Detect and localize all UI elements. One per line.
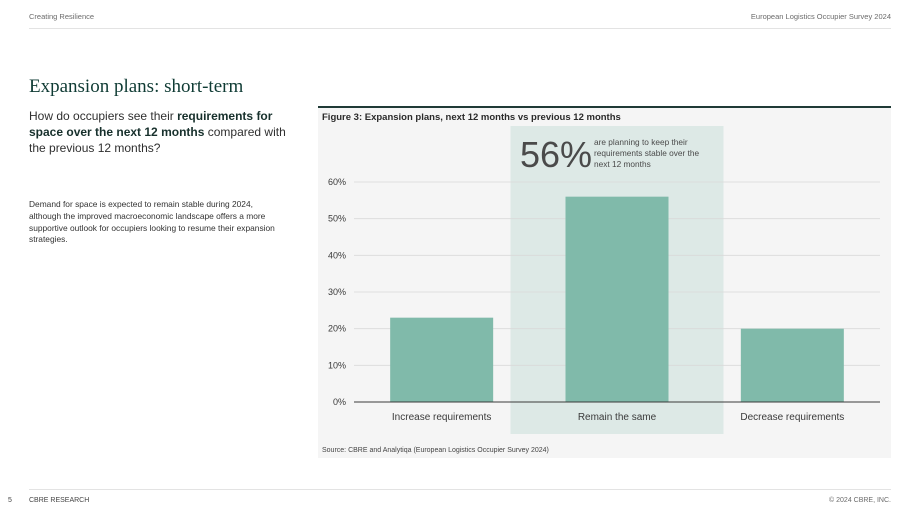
footer-copyright: © 2024 CBRE, INC. (829, 497, 891, 504)
bar-chart: 0% 10% 20% 30% 40% 50% 60% Increase requiremen… (328, 126, 880, 434)
page-title: Expansion plans: short-term (29, 76, 244, 97)
figure-top-rule (318, 106, 891, 108)
page-number: 5 (8, 497, 12, 504)
y-tick-label: 30% (328, 287, 346, 297)
figure-source: Source: CBRE and Analytiqa (European Log… (322, 447, 549, 454)
x-axis-labels: Increase requirements Remain the same Decr… (392, 412, 844, 423)
y-tick-label: 50% (328, 214, 346, 224)
footer-divider (29, 489, 891, 490)
question-part-3: compared with the previous 12 months? (29, 125, 286, 155)
header-section-label: Creating Resilience (29, 12, 95, 21)
header-report-title: European Logistics Occupier Survey 2024 (750, 12, 891, 21)
bars (390, 196, 844, 402)
bar-increase-requirements (390, 317, 494, 402)
key-question: How do occupiers see their requirements … (29, 108, 291, 156)
callout-text: are planning to keep their requirements … (594, 137, 700, 169)
callout-value: 56% (520, 134, 593, 175)
header-divider (29, 28, 891, 29)
bar-remain-the-same (565, 196, 669, 402)
y-axis-ticks: 0% 10% 20% 30% 40% 50% 60% (328, 177, 346, 407)
bar-decrease-requirements (740, 328, 844, 402)
y-tick-label: 60% (328, 177, 346, 187)
x-tick-label: Increase requirements (392, 412, 492, 423)
y-tick-label: 0% (333, 397, 346, 407)
x-tick-label: Remain the same (578, 412, 657, 423)
y-tick-label: 10% (328, 360, 346, 370)
figure-title: Figure 3: Expansion plans, next 12 month… (322, 112, 621, 123)
question-part-1: How do occupiers see their (29, 109, 178, 123)
y-tick-label: 40% (328, 250, 346, 260)
body-paragraph: Demand for space is expected to remain s… (29, 199, 275, 245)
footer-brand: CBRE RESEARCH (29, 497, 90, 504)
x-tick-label: Decrease requirements (740, 412, 844, 423)
y-tick-label: 20% (328, 324, 346, 334)
question-emphasis: requirements for space over the next 12 … (29, 109, 273, 139)
